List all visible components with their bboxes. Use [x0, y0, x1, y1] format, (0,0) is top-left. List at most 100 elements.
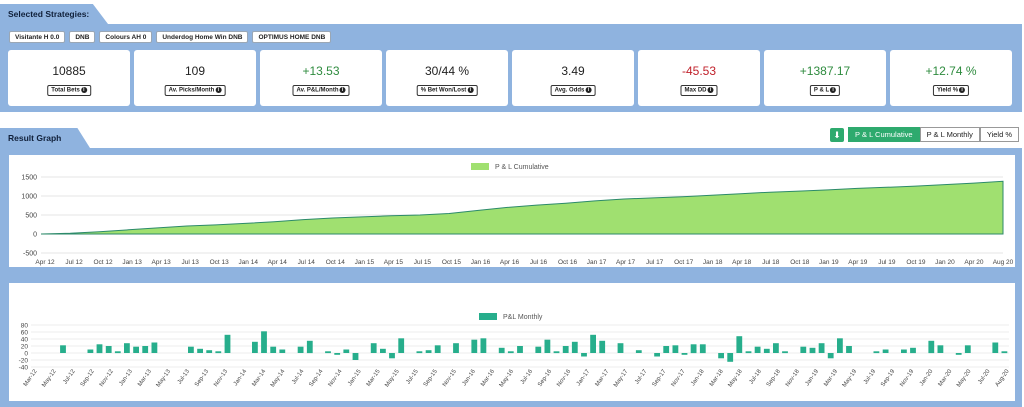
x-tick-label: Jul-19 [863, 368, 878, 385]
tab-monthly[interactable]: P & L Monthly [919, 127, 980, 142]
info-icon[interactable]: i [959, 87, 966, 93]
x-tick-label: Oct 14 [326, 259, 346, 266]
info-icon[interactable]: i [585, 87, 592, 93]
monthly-bar [279, 349, 286, 353]
monthly-bar [882, 349, 889, 353]
tab-yield[interactable]: Yield % [979, 127, 1019, 142]
x-tick-label: Apr 14 [268, 259, 288, 266]
info-icon[interactable]: i [707, 87, 714, 93]
tab-cumulative[interactable]: P & L Cumulative [848, 127, 920, 142]
strategy-chip[interactable]: Colours AH 0 [99, 31, 153, 43]
x-tick-label: Apr 13 [152, 259, 172, 266]
y-tick-label: 20 [21, 344, 29, 351]
y-tick-label: 40 [21, 337, 29, 344]
monthly-bar [224, 334, 231, 353]
x-tick-label: Jan 18 [703, 259, 723, 266]
monthly-bar [416, 351, 423, 354]
stat-card: +12.74 % Yield % i [890, 50, 1012, 106]
cumulative-chart: P & L Cumulative 1500 1000 500 0 -500 Apr 12 Ju… [9, 155, 1015, 267]
x-tick-label: Mar-13 [137, 368, 153, 388]
x-tick-label: Mar-19 [823, 368, 839, 388]
stat-label[interactable]: Yield % i [932, 85, 970, 96]
monthly-bar [754, 346, 761, 353]
x-tick-label: Sep-15 [423, 368, 439, 388]
x-tick-label: Oct 15 [442, 259, 462, 266]
x-tick-label: Jul 16 [530, 259, 548, 266]
monthly-bar [188, 346, 194, 353]
info-icon[interactable]: i [80, 87, 87, 93]
monthly-bar [590, 334, 596, 353]
y-tick-label: 1000 [21, 194, 37, 201]
x-tick-label: Jan 20 [935, 259, 955, 266]
monthly-bar [837, 338, 843, 353]
x-tick-label: Nov-19 [899, 368, 915, 388]
stat-label[interactable]: Avg. Odds i [550, 85, 596, 96]
monthly-bar [471, 339, 478, 353]
x-tick-label: Jan 19 [819, 259, 839, 266]
y-tick-label: 0 [33, 232, 37, 239]
x-tick-label: Sep-13 [194, 368, 210, 388]
monthly-bar [498, 347, 505, 354]
monthly-bar [992, 342, 999, 353]
x-tick-label: Jan-19 [805, 368, 821, 387]
stat-card: -45.53 Max DD i [638, 50, 760, 106]
info-icon[interactable]: i [467, 87, 474, 93]
monthly-bar [334, 353, 341, 355]
monthly-bar [928, 340, 935, 354]
stat-value: 3.49 [561, 64, 585, 78]
info-icon[interactable]: i [215, 87, 222, 93]
x-tick-label: Jan-14 [233, 368, 249, 387]
x-tick-label: Jul 17 [646, 259, 664, 266]
monthly-bar [553, 351, 560, 354]
monthly-bar [964, 345, 971, 353]
download-icon[interactable]: ⬇ [830, 127, 845, 142]
x-tick-label: Jul-18 [749, 368, 764, 385]
x-tick-label: Mar-17 [595, 368, 611, 388]
monthly-bar [114, 351, 121, 354]
x-tick-label: Apr 12 [35, 259, 55, 266]
x-tick-label: May-14 [270, 368, 287, 388]
x-tick-label: Jul 12 [65, 259, 83, 266]
monthly-bar [434, 345, 441, 353]
x-tick-label: Oct 13 [210, 259, 230, 266]
x-tick-label: May-19 [842, 368, 859, 388]
stat-label-text: Max DD [684, 87, 707, 94]
stat-value: 10885 [52, 64, 86, 78]
x-tick-label: May-16 [499, 368, 516, 388]
stat-label-text: Av. Picks/Month [168, 87, 215, 94]
info-icon[interactable]: i [339, 87, 346, 93]
x-tick-label: Apr 18 [732, 259, 752, 266]
monthly-bar [937, 345, 944, 353]
stat-label[interactable]: Max DD i [680, 85, 718, 96]
monthly-bar [151, 342, 158, 353]
monthly-bar [617, 343, 624, 353]
x-tick-label: May-18 [727, 368, 744, 388]
monthly-bar [773, 343, 779, 353]
monthly-bar [87, 349, 94, 353]
x-tick-label: Jul-12 [62, 368, 77, 385]
stat-label[interactable]: Av. Picks/Month i [164, 85, 226, 96]
info-icon[interactable]: i [830, 87, 837, 93]
stat-label[interactable]: Total Bets i [47, 85, 91, 96]
strategy-chip[interactable]: DNB [69, 31, 96, 43]
strategy-chip[interactable]: OPTIMUS HOME DNB [252, 31, 332, 43]
x-tick-label: Jan-13 [118, 368, 134, 387]
x-tick-label: Jan-18 [690, 368, 706, 387]
monthly-bar [270, 346, 277, 353]
strategy-chip[interactable]: Underdog Home Win DNB [156, 31, 249, 43]
x-tick-label: Jan 16 [471, 259, 491, 266]
monthly-bar [297, 346, 304, 353]
x-tick-label: May-17 [613, 368, 630, 388]
x-tick-label: Apr 20 [964, 259, 984, 266]
x-tick-label: Jul-20 [977, 368, 992, 385]
stat-label-text: % Bet Won/Lost [420, 87, 467, 94]
monthly-bar [96, 344, 103, 354]
stat-label[interactable]: Av. P&L/Month i [292, 85, 350, 96]
strategy-chip[interactable]: Visitante H 0.0 [9, 31, 66, 43]
stat-label[interactable]: % Bet Won/Lost i [416, 85, 478, 96]
x-tick-label: Nov-13 [213, 368, 229, 388]
